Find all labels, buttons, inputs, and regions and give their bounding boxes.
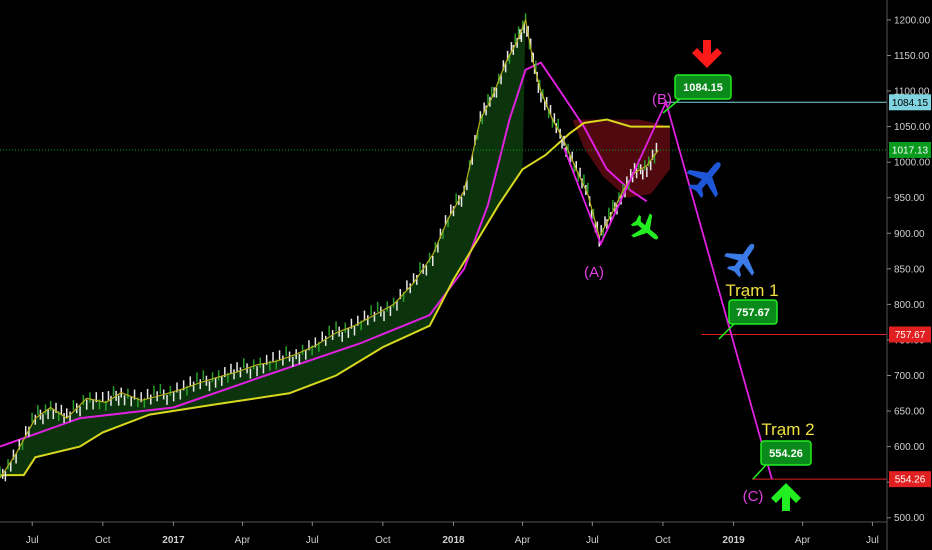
level-price-tag-text: 757.67 [895, 330, 926, 341]
wave-label-c: (C) [743, 488, 764, 505]
levels-layer [0, 101, 887, 480]
arrow-up-icon [771, 483, 801, 511]
y-tick-label: 1200.00 [894, 15, 931, 26]
y-tick-label: 800.00 [894, 300, 925, 311]
price-tags: 1084.15 757.67 554.26 1017.13 [889, 94, 931, 488]
y-tick-label: 850.00 [894, 264, 925, 275]
price-layer [0, 13, 659, 482]
price-line [0, 17, 659, 479]
arrow-down-icon [692, 40, 722, 68]
indicator-line-1 [0, 118, 670, 477]
y-tick-label: 500.00 [894, 513, 925, 524]
plane-icon-green [630, 213, 659, 240]
green-cloud [0, 19, 526, 478]
y-axis: 1200.00 1150.00 1100.00 1050.00 1000.00 950.0… [887, 15, 931, 524]
x-tick-label: Jul [306, 535, 319, 546]
y-tick-label: 950.00 [894, 193, 925, 204]
level-price-tag-text: 554.26 [895, 475, 926, 486]
x-tick-label: Oct [655, 535, 671, 546]
callout-757-box [728, 299, 778, 325]
indicator-line-0 [0, 61, 648, 448]
x-axis: Jul Oct 2017 Apr Jul Oct 2018 Apr Jul Oct 2019 Apr J… [26, 522, 879, 546]
red-cloud [572, 119, 670, 198]
y-tick-label: 700.00 [894, 371, 925, 382]
wave-label-a: (A) [584, 264, 604, 281]
x-tick-label: Jul [866, 535, 879, 546]
y-tick-label: 1150.00 [894, 51, 930, 62]
plane-icon-blue-small [724, 243, 755, 278]
callout-757-text: 757.67 [736, 307, 770, 319]
level-price-tag [889, 94, 931, 111]
x-tick-label: Jul [26, 535, 39, 546]
y-tick-label: 1000.00 [894, 158, 931, 169]
plane-icon-blue-large [686, 162, 721, 198]
x-tick-label: Apr [235, 535, 251, 546]
x-tick-label: 2018 [442, 535, 465, 546]
level-price-tag-text: 1084.15 [892, 98, 929, 109]
x-tick-label: Oct [95, 535, 111, 546]
current-price-tag-text: 1017.13 [892, 145, 929, 156]
callout-554: 554.26 [752, 440, 812, 480]
wave-projection-line [563, 99, 773, 480]
y-tick-label: 900.00 [894, 229, 925, 240]
cloud-layer [0, 19, 670, 478]
y-tick-label: 650.00 [894, 407, 925, 418]
y-tick-label: 1050.00 [894, 122, 931, 133]
callout-1084-box [674, 74, 732, 100]
x-tick-label: Apr [795, 535, 811, 546]
x-tick-label: Jul [586, 535, 599, 546]
callout-554-pointer [752, 464, 767, 480]
stage-label-2: Trạm 2 [761, 420, 814, 439]
callout-757-pointer [718, 323, 735, 340]
x-tick-label: Apr [515, 535, 531, 546]
wave-layer [563, 99, 773, 480]
current-price-tag [889, 141, 931, 158]
callout-1084-pointer [662, 98, 681, 114]
x-tick-label: Oct [375, 535, 391, 546]
level-price-tag [889, 326, 931, 343]
series-layer [0, 61, 670, 477]
level-price-tag [889, 471, 931, 488]
callout-554-text: 554.26 [769, 448, 803, 460]
callout-1084: 1084.15 [662, 74, 732, 114]
callout-757: 757.67 [718, 299, 778, 340]
callout-1084-text: 1084.15 [683, 82, 723, 94]
y-tick-label: 1100.00 [894, 87, 930, 98]
wave-label-b: (B) [652, 91, 672, 108]
x-tick-label: 2019 [722, 535, 745, 546]
stage-label-1: Trạm 1 [725, 281, 778, 300]
callout-554-box [760, 440, 812, 466]
y-tick-label: 600.00 [894, 442, 925, 453]
x-tick-label: 2017 [162, 535, 185, 546]
